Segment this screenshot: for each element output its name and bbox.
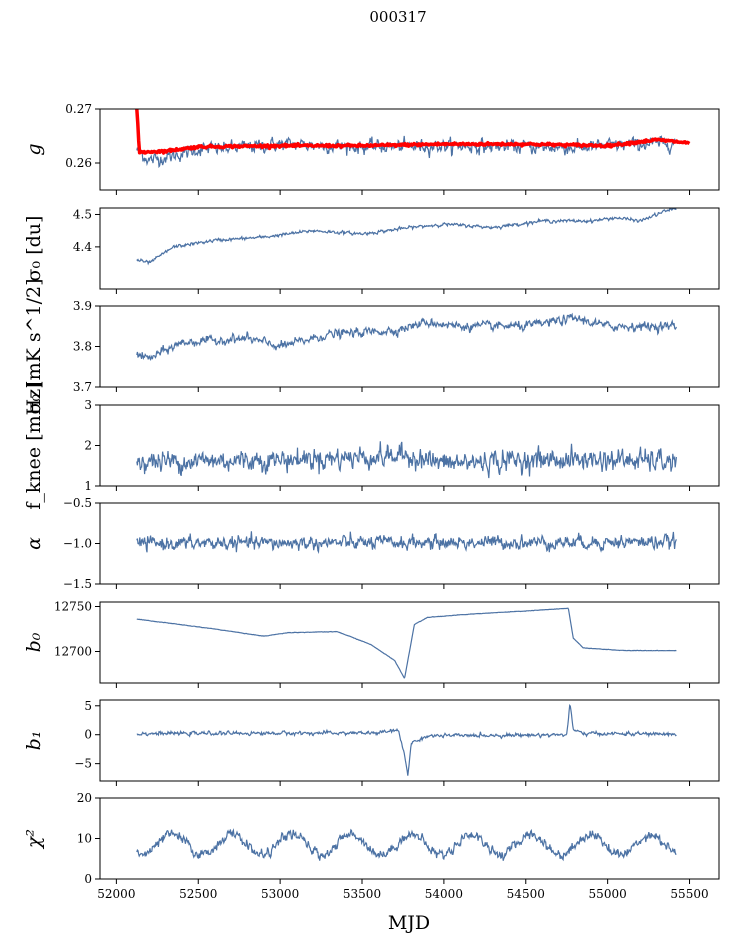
panel-fknee: 1 2 3 f_knee [mHz] [23, 381, 720, 510]
y-axis-label-sigma0_mk: σ₀ [mK s^1/2] [23, 279, 45, 415]
figure-title: 000317 [369, 8, 426, 26]
axes-frame-chi2 [99, 797, 720, 880]
series-line-fknee [136, 441, 677, 479]
ytick-label: 0.27 [65, 102, 92, 116]
xtick-label: 54500 [507, 887, 545, 901]
ytick-label: 0.26 [65, 156, 92, 170]
ytick-label: 4.5 [73, 207, 92, 221]
x-axis-label: MJD [388, 912, 430, 934]
xtick-label: 52000 [97, 887, 135, 901]
ytick-label: 2 [84, 439, 92, 453]
panel-alpha: −1.5 −1.0 −0.5 α [23, 496, 720, 591]
ytick-label: 1 [84, 479, 92, 493]
ytick-label: 3.9 [73, 299, 92, 313]
axes-frame-fknee [99, 404, 720, 487]
y-axis-label-b1: b₁ [23, 731, 45, 751]
series-line-chi2 [136, 828, 677, 862]
y-axis-label-alpha: α [23, 537, 45, 550]
series-line-b1 [136, 703, 677, 776]
ytick-label: 12700 [54, 645, 92, 659]
ytick-label: 3.7 [73, 380, 92, 394]
series-line-alpha [136, 531, 677, 555]
y-axis-label-g: g [23, 143, 45, 155]
ytick-label: −1.0 [63, 537, 92, 551]
series-line-g [136, 134, 677, 169]
ytick-label: 5 [84, 699, 92, 713]
y-axis-label-chi2: χ² [23, 829, 45, 850]
panel-b1: −5 0 5 b₁ [23, 699, 720, 786]
axes-frame-sigma0 [99, 207, 720, 290]
ytick-label: 20 [77, 791, 92, 805]
axes-frame-sigma0_mk [99, 305, 720, 388]
ytick-label: 4.4 [73, 240, 92, 254]
axes-frame-b0 [99, 601, 720, 684]
ytick-label: 0 [84, 872, 92, 886]
panel-sigma0: 4.4 4.5 σ₀ [du] [23, 207, 720, 294]
xtick-label: 54000 [425, 887, 463, 901]
xtick-label: 53000 [261, 887, 299, 901]
axes-frame-b1 [99, 699, 720, 782]
panel-chi2: 0 10 20 52000 52500 53000 53500 54000 54500 55000… [23, 791, 720, 901]
axes-frame-g [99, 108, 720, 191]
ytick-label: 0 [84, 728, 92, 742]
xtick-label: 52500 [179, 887, 217, 901]
ytick-label: 3 [84, 398, 92, 412]
xtick-label: 53500 [343, 887, 381, 901]
y-axis-label-fknee: f_knee [mHz] [23, 381, 45, 509]
fit-line-g [135, 109, 691, 155]
panel-b0: 12700 12750 b₀ [23, 600, 720, 688]
xtick-label: 55000 [589, 887, 627, 901]
series-line-b0 [136, 607, 677, 679]
ytick-label: −0.5 [63, 496, 92, 510]
y-axis-label-b0: b₀ [23, 632, 45, 652]
panel-g: 0.26 0.27 g [23, 102, 720, 195]
ytick-label: −5 [74, 757, 92, 771]
xtick-label: 55500 [670, 887, 708, 901]
ytick-label: −1.5 [63, 577, 92, 591]
series-line-sigma0_mk [136, 312, 677, 362]
y-axis-label-sigma0: σ₀ [du] [23, 216, 45, 282]
series-line-sigma0 [136, 208, 677, 266]
ytick-label: 12750 [54, 600, 92, 614]
panels: 0.26 0.27 g 4.4 4.5 σ₀ [du] 3.7 3.8 3.9 σ₀ [mK s^… [23, 102, 720, 901]
panel-sigma0_mk: 3.7 3.8 3.9 σ₀ [mK s^1/2] [23, 279, 720, 415]
ytick-label: 3.8 [73, 340, 92, 354]
ytick-label: 10 [77, 832, 92, 846]
